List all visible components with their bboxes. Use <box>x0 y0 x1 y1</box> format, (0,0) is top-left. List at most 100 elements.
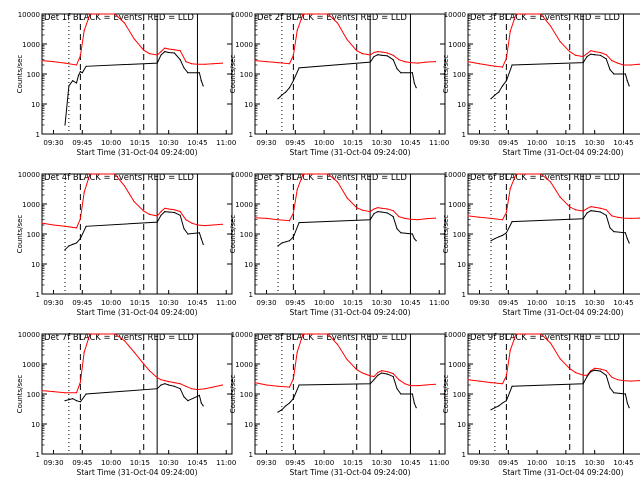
events-data-point <box>173 52 175 54</box>
events-data-point <box>594 210 596 212</box>
events-data-point <box>590 371 592 373</box>
lld-data-point <box>425 218 427 220</box>
x-tick-label: 10:30 <box>585 459 605 467</box>
events-data-point <box>288 87 291 89</box>
lld-data-point <box>185 61 187 63</box>
detector-panel: Det 2f BLACK = Events, RED = LLD11010010… <box>229 11 449 157</box>
events-data-point <box>415 407 417 409</box>
y-tick-label: 100 <box>453 71 466 79</box>
y-tick-label: 1 <box>462 451 466 459</box>
events-data-point <box>64 400 66 402</box>
events-data-point <box>498 236 500 238</box>
lld-data-point <box>515 13 517 15</box>
lld-data-point <box>574 54 577 56</box>
events-data-point <box>628 407 630 409</box>
panel-title: Det 7f BLACK = Events, RED = LLD <box>44 333 194 343</box>
x-tick-label: 10:15 <box>556 459 576 467</box>
events-data-point <box>198 394 200 396</box>
lld-data-point <box>79 55 81 57</box>
x-tick-label: 10:45 <box>613 459 633 467</box>
lld-data-point <box>114 333 116 335</box>
y-tick-label: 10000 <box>18 171 40 179</box>
lld-data-point <box>156 54 158 56</box>
events-data-point <box>501 234 504 236</box>
x-tick-label: 10:15 <box>130 139 150 147</box>
lld-data-point <box>559 358 561 360</box>
events-data-point <box>411 233 413 235</box>
lld-data-point <box>369 211 371 213</box>
events-data-point <box>183 67 185 69</box>
y-tick-label: 1000 <box>235 361 253 369</box>
lld-data-point <box>327 333 329 335</box>
lld-data-point <box>434 61 436 63</box>
lld-data-point <box>530 173 532 175</box>
events-data-point <box>377 211 379 213</box>
lld-data-point <box>41 222 43 224</box>
lld-data-point <box>611 376 613 378</box>
lld-data-point <box>168 48 170 50</box>
lld-data-point <box>617 216 619 218</box>
events-data-point <box>501 85 504 87</box>
events-data-point <box>277 98 279 100</box>
lld-data-point <box>191 222 193 224</box>
x-tick-label: 10:45 <box>400 459 420 467</box>
events-data-point <box>613 231 615 233</box>
lld-data-point <box>317 333 319 335</box>
lld-data-point <box>404 61 406 63</box>
plot-frame <box>467 333 640 455</box>
lld-data-point <box>582 374 584 376</box>
lld-data-point <box>160 51 162 53</box>
events-data-point <box>498 405 500 407</box>
y-tick-label: 100 <box>240 391 253 399</box>
panel-title: Det 4f BLACK = Events, RED = LLD <box>44 173 194 183</box>
lld-data-point <box>204 63 206 65</box>
lld-data-point <box>638 63 640 65</box>
events-data-point <box>277 411 279 413</box>
events-data-point <box>68 399 70 401</box>
y-tick-label: 10 <box>244 261 253 269</box>
plot-frame <box>254 333 446 455</box>
lld-data-point <box>417 219 419 221</box>
lld-data-point <box>317 13 319 15</box>
y-tick-label: 1 <box>36 451 40 459</box>
plot-frame <box>41 333 233 455</box>
y-tick-label: 100 <box>27 231 40 239</box>
x-axis-title: Start Time (31-Oct-04 09:24:00) <box>289 308 410 317</box>
events-data-point <box>369 383 371 385</box>
events-data-point <box>72 398 74 400</box>
events-data-point <box>75 242 78 244</box>
events-data-point <box>173 211 175 214</box>
lld-data-point <box>89 13 91 15</box>
lld-data-point <box>212 63 214 65</box>
events-data-point <box>605 58 607 60</box>
y-tick-label: 1000 <box>235 201 253 209</box>
lld-data-point <box>123 22 126 24</box>
x-tick-label: 09:30 <box>469 459 489 467</box>
lld-data-point <box>361 209 364 211</box>
events-data-point <box>298 67 300 69</box>
x-tick-label: 11:00 <box>429 459 449 467</box>
lld-data-point <box>501 383 504 385</box>
lld-data-point <box>369 375 371 377</box>
events-data-point <box>396 228 398 230</box>
lld-data-point <box>386 208 388 210</box>
lld-data-point <box>221 62 223 64</box>
events-data-point <box>505 80 507 82</box>
events-series-line <box>277 372 417 413</box>
y-tick-label: 1 <box>36 291 40 299</box>
lld-data-point <box>582 210 584 212</box>
lld-data-point <box>83 30 85 32</box>
events-data-point <box>285 405 287 407</box>
events-series-line <box>490 369 630 411</box>
events-data-point <box>628 85 630 87</box>
events-data-point <box>79 401 81 403</box>
x-tick-label: 09:45 <box>498 459 518 467</box>
lld-data-point <box>594 51 596 53</box>
lld-data-point <box>540 173 542 175</box>
lld-data-point <box>310 13 312 15</box>
events-data-point <box>288 240 291 242</box>
events-data-point <box>590 210 592 212</box>
y-tick-label: 1000 <box>22 361 40 369</box>
x-tick-label: 11:00 <box>429 299 449 307</box>
